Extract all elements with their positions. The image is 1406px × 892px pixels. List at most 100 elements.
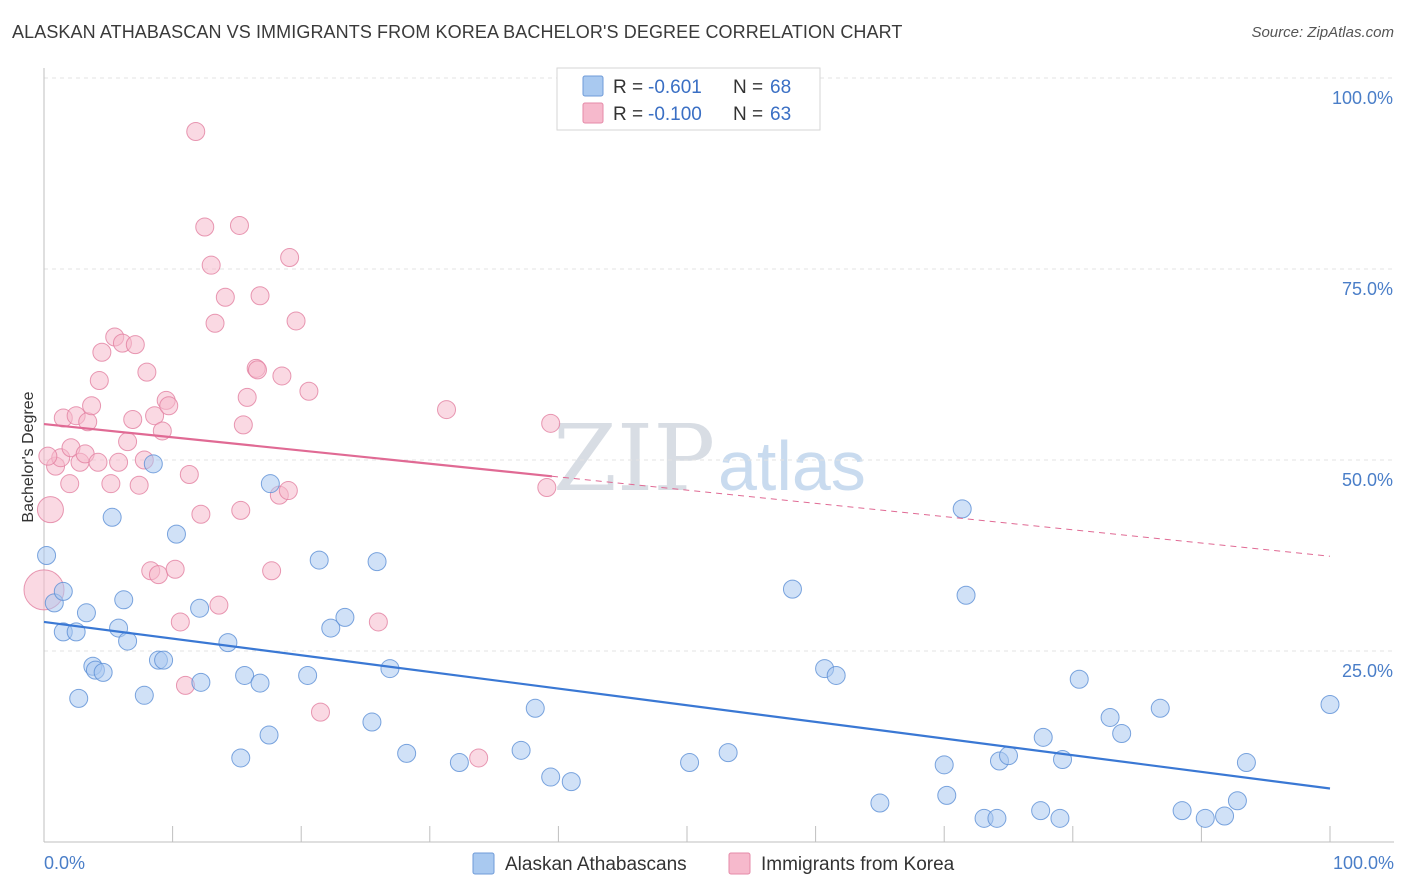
trend-lines bbox=[43, 422, 1331, 790]
legend-n-value-1: 68 bbox=[770, 77, 791, 98]
athabascan-point bbox=[1320, 694, 1340, 714]
korea-point bbox=[215, 287, 235, 307]
x-tick-label-max: 100.0% bbox=[1333, 853, 1394, 873]
korea-point bbox=[123, 410, 143, 430]
korea-point bbox=[286, 311, 306, 331]
athabascan-point bbox=[321, 618, 341, 638]
korea-point bbox=[175, 675, 195, 695]
korea-point bbox=[229, 215, 249, 235]
korea-point bbox=[36, 496, 64, 524]
athabascan-point bbox=[335, 607, 355, 627]
korea-point bbox=[469, 748, 489, 768]
legend-swatch-korea bbox=[582, 102, 604, 124]
athabascan-point bbox=[260, 474, 280, 494]
korea-point bbox=[137, 362, 157, 382]
korea-point bbox=[205, 313, 225, 333]
athabascan-point bbox=[154, 650, 174, 670]
korea-point bbox=[186, 121, 206, 141]
legend-n-value-2: 63 bbox=[770, 104, 791, 125]
athabascan-point bbox=[259, 725, 279, 745]
athabascan-point bbox=[1150, 698, 1170, 718]
athabascan-point bbox=[143, 454, 163, 474]
athabascan-point bbox=[118, 631, 138, 651]
athabascan-point bbox=[1195, 808, 1215, 828]
y-tick-label-50: 50.0% bbox=[1342, 470, 1393, 490]
athabascan-point bbox=[250, 673, 270, 693]
athabascan-point bbox=[782, 579, 802, 599]
athabascan-point bbox=[937, 785, 957, 805]
korea-point bbox=[262, 561, 282, 581]
korea-point bbox=[159, 396, 179, 416]
athabascan-point bbox=[718, 743, 738, 763]
athabascan-point bbox=[449, 753, 469, 773]
legend-n-label-1: N = bbox=[733, 77, 763, 98]
athabascan-point bbox=[1112, 724, 1132, 744]
athabascan-point bbox=[561, 772, 581, 792]
athabascan-point bbox=[1100, 707, 1120, 727]
bottom-legend-label-korea: Immigrants from Korea bbox=[761, 854, 955, 875]
legend-box: R = -0.601 N = 68 R = -0.100 N = 63 bbox=[556, 67, 821, 131]
athabascan-point bbox=[190, 598, 210, 618]
legend-r-value-2: -0.100 bbox=[648, 104, 702, 125]
korea-point bbox=[60, 474, 80, 494]
y-axis-label: Bachelor's Degree bbox=[20, 391, 37, 522]
athabascan-point bbox=[1215, 806, 1235, 826]
korea-point bbox=[278, 481, 298, 501]
x-axis-ticks bbox=[43, 826, 1331, 842]
korea-point bbox=[129, 475, 149, 495]
korea-point bbox=[118, 432, 138, 452]
athabascan-point bbox=[309, 550, 329, 570]
korea-point bbox=[209, 595, 229, 615]
bottom-legend-swatch-athabascan bbox=[472, 852, 495, 875]
athabascan-trend-line bbox=[43, 620, 1331, 790]
athabascan-point bbox=[870, 793, 890, 813]
athabascan-point bbox=[541, 767, 561, 787]
korea-point bbox=[272, 366, 292, 386]
korea-point bbox=[170, 612, 190, 632]
korea-point bbox=[109, 452, 129, 472]
athabascan-point bbox=[525, 698, 545, 718]
korea-point bbox=[148, 565, 168, 585]
athabascan-point bbox=[93, 662, 113, 682]
legend-r-value-1: -0.601 bbox=[648, 77, 702, 98]
athabascan-point bbox=[1069, 669, 1089, 689]
legend-swatch-athabascan bbox=[582, 75, 604, 97]
legend-r-label-2: R = bbox=[613, 104, 643, 125]
athabascan-point bbox=[235, 665, 255, 685]
chart-source: Source: ZipAtlas.com bbox=[1251, 24, 1394, 41]
athabascan-point bbox=[102, 507, 122, 527]
athabascan-point bbox=[956, 585, 976, 605]
korea-point bbox=[195, 217, 215, 237]
athabascan-point bbox=[1031, 801, 1051, 821]
legend-n-label-2: N = bbox=[733, 104, 763, 125]
athabascan-point bbox=[397, 743, 417, 763]
korea-point bbox=[179, 465, 199, 485]
y-tick-label-75: 75.0% bbox=[1342, 279, 1393, 299]
series-athabascan-points bbox=[37, 454, 1340, 828]
athabascan-point bbox=[826, 665, 846, 685]
athabascan-point bbox=[367, 552, 387, 572]
korea-trend-line bbox=[43, 422, 553, 478]
athabascan-point bbox=[298, 665, 318, 685]
watermark-zip: ZIP bbox=[553, 405, 715, 512]
y-tick-label-25: 25.0% bbox=[1342, 661, 1393, 681]
athabascan-point bbox=[37, 546, 57, 565]
korea-point bbox=[165, 559, 185, 579]
legend-r-label-1: R = bbox=[613, 77, 643, 98]
athabascan-point bbox=[166, 524, 186, 544]
korea-point bbox=[368, 612, 388, 632]
korea-point bbox=[92, 342, 112, 362]
korea-point bbox=[437, 400, 457, 420]
korea-point bbox=[201, 255, 221, 275]
korea-point bbox=[88, 452, 108, 472]
athabascan-point bbox=[680, 753, 700, 773]
korea-point bbox=[247, 360, 267, 380]
athabascan-point bbox=[362, 712, 382, 732]
korea-point bbox=[101, 474, 121, 494]
bottom-legend-label-athabascan: Alaskan Athabascans bbox=[505, 854, 687, 875]
athabascan-point bbox=[191, 672, 211, 692]
korea-point bbox=[145, 406, 165, 426]
chart-title: ALASKAN ATHABASCAN VS IMMIGRANTS FROM KO… bbox=[12, 22, 903, 42]
korea-point bbox=[280, 248, 300, 268]
